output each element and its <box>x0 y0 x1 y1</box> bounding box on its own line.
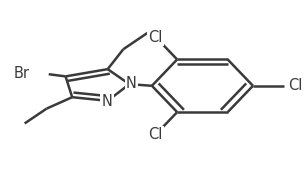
Text: N: N <box>102 94 112 109</box>
Text: N: N <box>126 76 136 91</box>
Text: Cl: Cl <box>149 127 163 142</box>
Text: Cl: Cl <box>149 30 163 45</box>
Text: Cl: Cl <box>288 78 303 93</box>
Text: Br: Br <box>14 66 30 81</box>
